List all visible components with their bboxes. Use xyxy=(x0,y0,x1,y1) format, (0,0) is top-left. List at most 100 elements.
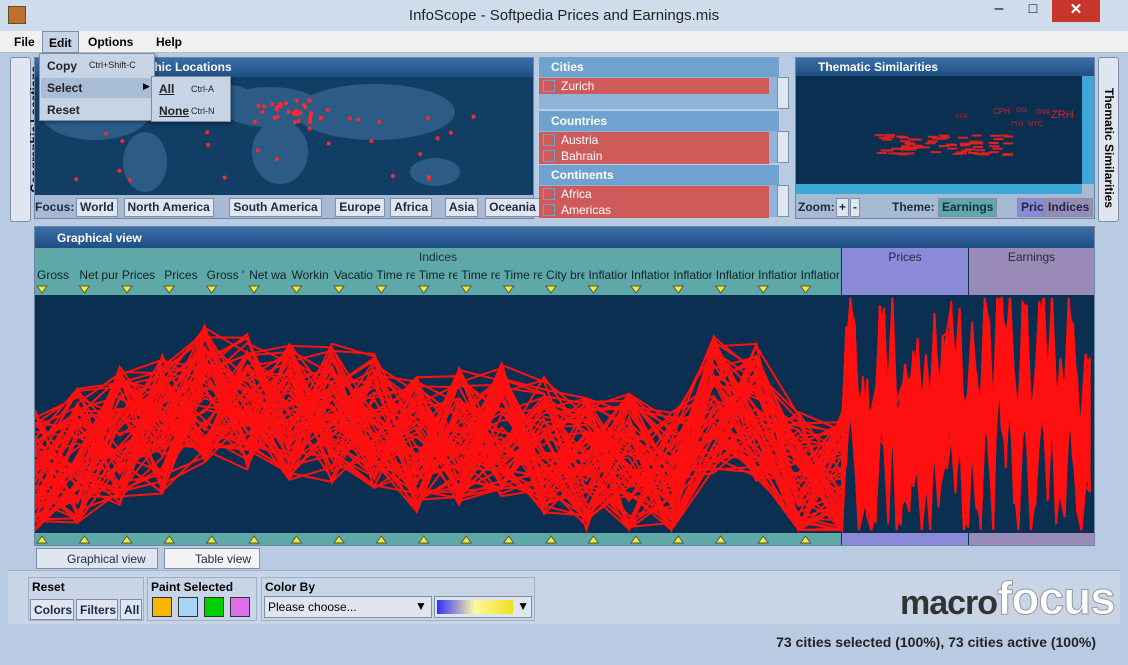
menu-item[interactable]: Help xyxy=(156,35,183,49)
reset-button[interactable]: All xyxy=(120,599,142,620)
filter-handle xyxy=(460,285,473,294)
theme-button[interactable]: Indices xyxy=(1044,198,1094,217)
city-dot xyxy=(255,148,260,153)
scrollbar xyxy=(777,77,789,109)
map-panel: Geographic Locations Focus: World North Am… xyxy=(34,57,540,219)
paint-swatch[interactable] xyxy=(230,597,250,617)
zoom-button[interactable]: - xyxy=(850,198,860,217)
list-item[interactable]: Africa xyxy=(539,186,769,202)
close[interactable]: ✕ xyxy=(1052,0,1100,22)
city-mark xyxy=(965,148,976,151)
group-title: Paint Selected xyxy=(151,580,234,594)
checkbox[interactable] xyxy=(543,188,555,200)
city-mark xyxy=(968,142,979,145)
city-line xyxy=(35,297,1091,531)
menu-item[interactable]: File xyxy=(14,35,35,49)
logo-part: macro xyxy=(900,584,998,622)
select-submenu: All Ctrl-A None Ctrl-N xyxy=(151,76,231,122)
reset-button[interactable]: Filters xyxy=(76,599,118,620)
menu-item[interactable]: Options xyxy=(88,35,134,49)
color-by-select[interactable]: Please choose... ▼ xyxy=(264,596,432,618)
menu-entry[interactable]: Reset xyxy=(41,100,153,120)
checkbox[interactable] xyxy=(543,80,555,92)
filter-handle xyxy=(587,535,600,544)
city-mark xyxy=(906,148,917,151)
filter-handle xyxy=(502,285,515,294)
maximize[interactable]: □ xyxy=(1028,0,1038,16)
filter-lists: Cities Zurich Countries Austria Bahrain Conti… xyxy=(539,57,791,219)
color-ramp-select[interactable]: ▼ xyxy=(434,596,532,618)
city-dot xyxy=(308,114,313,119)
city-mark xyxy=(904,142,915,145)
menu-entry[interactable]: None Ctrl-N xyxy=(153,101,229,121)
list-item[interactable]: Zurich xyxy=(539,78,769,94)
city-mark xyxy=(888,152,899,155)
list-header: Cities xyxy=(539,57,779,77)
city-mark xyxy=(927,135,938,138)
city-mark xyxy=(874,134,885,137)
minimize[interactable]: – xyxy=(994,0,1004,17)
column-label: Inflatior xyxy=(588,268,627,282)
paint-swatch[interactable] xyxy=(204,597,224,617)
city-mark xyxy=(946,143,957,146)
city-mark xyxy=(988,141,999,144)
city-line xyxy=(35,297,1091,531)
city-dot xyxy=(104,131,109,136)
filter-handle xyxy=(672,535,685,544)
city-dot xyxy=(309,110,314,115)
city-dot xyxy=(291,111,296,116)
reset-button[interactable]: Colors xyxy=(30,599,74,620)
city-mark xyxy=(956,151,967,154)
view-tab[interactable]: Table view xyxy=(164,548,260,569)
filter-handle xyxy=(587,285,600,294)
city-mark xyxy=(900,147,911,150)
view-tab[interactable]: Graphical view xyxy=(36,548,158,569)
list-section: Continents Africa Americas xyxy=(539,165,791,219)
city-mark xyxy=(884,136,895,139)
focus-bar: Focus: World North America South America Eur… xyxy=(35,196,540,218)
view-tabs: Graphical view Table view xyxy=(36,548,336,569)
focus-button[interactable]: North America xyxy=(123,198,214,217)
right-sidebar-tab[interactable]: Thematic Similarities xyxy=(1098,57,1119,222)
paint-swatch[interactable] xyxy=(152,597,172,617)
paint-swatch[interactable] xyxy=(178,597,198,617)
city-dot xyxy=(390,173,395,178)
city-mark xyxy=(930,151,941,154)
focus-button[interactable]: World xyxy=(76,198,118,217)
list-item[interactable]: Bahrain xyxy=(539,148,769,164)
zoom-bar: Zoom: + - Theme: Earnings Prices Indices xyxy=(796,196,1094,218)
city-dot xyxy=(205,130,210,135)
menu-entry[interactable]: Select ▶ xyxy=(41,78,153,98)
list-item[interactable]: Americas xyxy=(539,202,769,218)
left-sidebar-tab[interactable]: Geographic Locations xyxy=(10,57,42,222)
column-label: Gross xyxy=(37,268,69,282)
checkbox[interactable] xyxy=(543,150,555,162)
city-dot xyxy=(274,157,279,162)
city-mark xyxy=(990,134,1001,137)
zoom-button[interactable]: + xyxy=(836,198,850,217)
menu-entry[interactable]: Copy Ctrl+Shift-C xyxy=(41,56,153,76)
column-header-bg xyxy=(969,265,1094,295)
city-label: CPH xyxy=(993,107,1010,116)
city-mark xyxy=(927,140,938,143)
focus-button[interactable]: Asia xyxy=(444,198,479,217)
focus-button[interactable]: Africa xyxy=(390,198,433,217)
list-item[interactable]: Austria xyxy=(539,132,769,148)
menu-entry[interactable]: All Ctrl-A xyxy=(153,79,229,99)
focus-button[interactable]: Oceania xyxy=(485,198,540,217)
group-header xyxy=(35,248,841,265)
city-dot xyxy=(326,141,331,146)
menu-bar: File Edit Options Help xyxy=(0,31,1128,53)
focus-button[interactable]: Europe xyxy=(335,198,385,217)
checkbox[interactable] xyxy=(543,134,555,146)
city-dot xyxy=(262,104,267,109)
checkbox[interactable] xyxy=(543,204,555,216)
focus-button[interactable]: South America xyxy=(229,198,322,217)
city-mark xyxy=(896,135,907,138)
theme-button[interactable]: Earnings xyxy=(938,198,998,217)
scrollbar xyxy=(796,184,1082,194)
filter-handle xyxy=(672,285,685,294)
city-mark xyxy=(876,152,887,155)
list-header: Countries xyxy=(539,111,779,131)
menu-item[interactable]: Edit xyxy=(42,31,79,53)
